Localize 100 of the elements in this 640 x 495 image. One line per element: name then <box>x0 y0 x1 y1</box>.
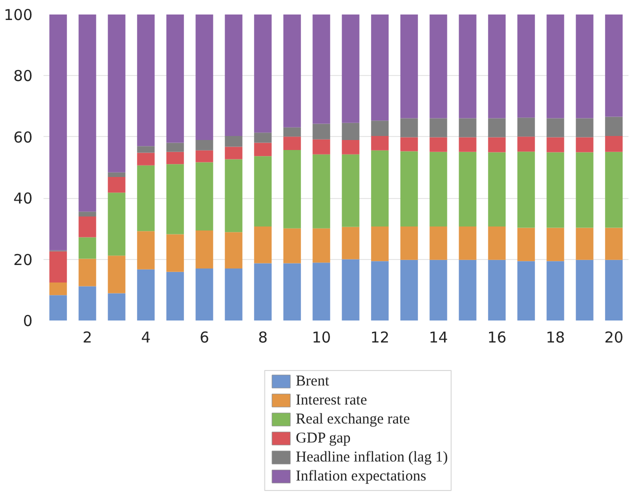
bar <box>546 14 564 118</box>
bar <box>400 226 418 260</box>
bar <box>517 228 535 262</box>
bar <box>458 152 476 227</box>
bar <box>224 136 242 147</box>
legend-label: GDP gap <box>296 430 351 446</box>
bar <box>78 212 96 216</box>
bar <box>283 127 301 137</box>
bar <box>108 172 126 177</box>
bar <box>430 226 448 260</box>
bar <box>166 164 184 234</box>
bar <box>400 118 418 138</box>
bar <box>137 165 155 232</box>
legend-label: Inflation expectations <box>296 468 426 484</box>
bar <box>166 272 184 320</box>
x-tick-label: 6 <box>200 328 210 346</box>
y-tick-label: 100 <box>4 6 33 24</box>
bar <box>517 261 535 320</box>
bar <box>49 295 67 320</box>
x-tick-label: 18 <box>546 328 565 346</box>
x-tick-label: 20 <box>604 328 624 346</box>
bar <box>224 14 242 136</box>
bar <box>342 226 360 260</box>
bar <box>342 140 360 154</box>
x-tick-label: 12 <box>370 328 390 346</box>
bar <box>605 152 623 228</box>
bar <box>283 14 301 128</box>
bar <box>312 14 330 124</box>
bar <box>546 118 564 138</box>
bar <box>78 216 96 238</box>
bar <box>400 260 418 320</box>
bar <box>108 176 126 193</box>
y-tick-label: 40 <box>13 190 33 208</box>
bar <box>371 150 389 227</box>
bar <box>576 260 594 320</box>
bar <box>430 137 448 152</box>
bar <box>137 14 155 146</box>
bar <box>342 14 360 123</box>
bar <box>488 14 506 118</box>
bar <box>254 142 272 156</box>
bar <box>78 237 96 259</box>
legend-label: Interest rate <box>296 392 368 408</box>
bar <box>400 137 418 152</box>
x-tick-label: 2 <box>82 328 92 346</box>
bar <box>166 152 184 164</box>
bar <box>517 136 535 152</box>
bar <box>605 14 623 117</box>
bar <box>517 118 535 137</box>
bar <box>458 118 476 138</box>
bar <box>488 118 506 138</box>
bar <box>546 152 564 228</box>
bar <box>49 251 67 283</box>
bar <box>371 120 389 136</box>
bar <box>137 231 155 270</box>
x-tick-label: 16 <box>487 328 506 346</box>
bar <box>576 137 594 152</box>
bar <box>576 14 594 118</box>
bar <box>196 162 214 231</box>
bar <box>137 146 155 153</box>
bar <box>605 116 623 136</box>
bar <box>430 260 448 320</box>
bar <box>78 286 96 320</box>
bar <box>458 14 476 118</box>
bar <box>254 132 272 143</box>
bar <box>517 14 535 118</box>
bar <box>224 232 242 268</box>
bar <box>371 261 389 320</box>
bar <box>224 159 242 232</box>
bar <box>488 226 506 260</box>
bar <box>458 260 476 320</box>
legend-label: Headline inflation (lag 1) <box>296 450 448 466</box>
bar <box>166 234 184 272</box>
bar <box>108 192 126 256</box>
x-tick-label: 8 <box>258 328 268 346</box>
bar <box>312 124 330 140</box>
bar <box>400 14 418 118</box>
x-tick-label: 10 <box>312 328 331 346</box>
bar <box>576 228 594 260</box>
bar <box>108 293 126 320</box>
bar <box>78 258 96 286</box>
bar <box>430 118 448 138</box>
bar <box>196 230 214 268</box>
bar <box>546 137 564 152</box>
bar <box>312 139 330 154</box>
bar <box>605 136 623 152</box>
bar <box>254 263 272 320</box>
bar <box>546 261 564 320</box>
bar <box>400 151 418 227</box>
bar <box>283 228 301 264</box>
bar <box>196 150 214 162</box>
bar <box>488 152 506 227</box>
bar <box>196 268 214 320</box>
bar <box>517 152 535 228</box>
bar <box>371 136 389 150</box>
bar <box>342 154 360 227</box>
bar <box>283 136 301 150</box>
bar <box>458 137 476 152</box>
legend-label: Real exchange rate <box>296 412 410 428</box>
bar <box>224 268 242 320</box>
bar <box>576 118 594 138</box>
